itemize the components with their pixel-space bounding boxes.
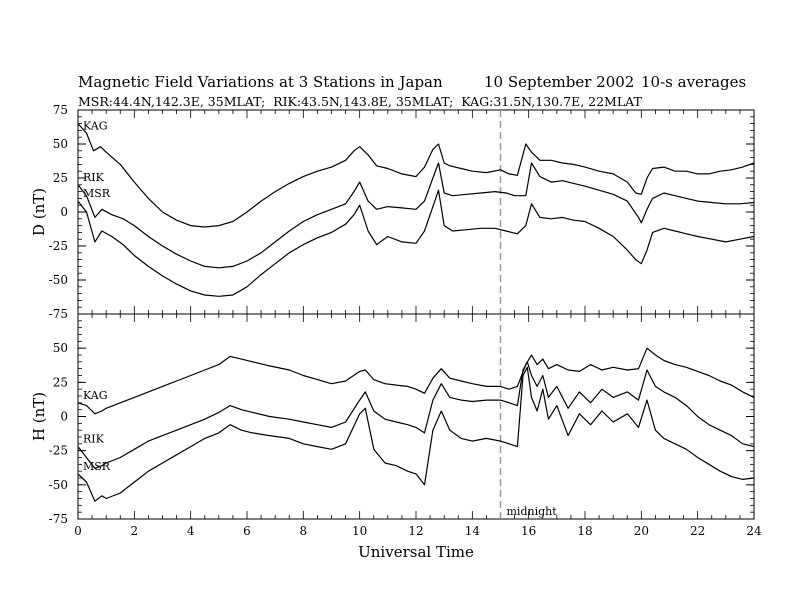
xlabel: Universal Time bbox=[358, 543, 474, 561]
h-label-msr: MSR bbox=[83, 460, 111, 473]
h-label-rik: RIK bbox=[83, 433, 105, 446]
d-series-rik bbox=[77, 162, 755, 269]
d-label-msr: MSR bbox=[83, 187, 111, 200]
d-panel-frame bbox=[77, 109, 755, 315]
h-xtick-label: 14 bbox=[465, 524, 481, 538]
d-ytick-label: 25 bbox=[53, 171, 68, 185]
h-xtick-label: 22 bbox=[690, 524, 705, 538]
d-series-msr bbox=[77, 189, 755, 297]
h-xtick-label: 20 bbox=[634, 524, 649, 538]
h-xtick-label: 24 bbox=[746, 524, 762, 538]
chart-title: Magnetic Field Variations at 3 Stations … bbox=[78, 73, 443, 91]
h-xtick-label: 16 bbox=[521, 524, 536, 538]
h-xtick-label: 8 bbox=[300, 524, 308, 538]
h-xtick-label: 18 bbox=[577, 524, 592, 538]
chart-date: 10 September 2002 bbox=[484, 73, 635, 91]
h-xtick-label: 6 bbox=[243, 524, 251, 538]
h-ytick-label: -25 bbox=[49, 444, 68, 458]
d-ytick-label: -75 bbox=[49, 307, 68, 321]
h-xtick-label: 0 bbox=[74, 524, 82, 538]
h-series-rik bbox=[77, 361, 755, 469]
d-ytick-label: -50 bbox=[49, 273, 68, 287]
h-ytick-label: 25 bbox=[53, 375, 68, 389]
d-series-kag bbox=[77, 123, 755, 228]
h-panel-frame bbox=[77, 313, 755, 520]
d-ytick-label: -25 bbox=[49, 239, 68, 253]
station-coordinates-line: MSR:44.4N,142.3E, 35MLAT; RIK:43.5N,143.… bbox=[78, 94, 642, 109]
h-xtick-label: 4 bbox=[187, 524, 195, 538]
h-xtick-label: 2 bbox=[131, 524, 139, 538]
h-xtick-label: 10 bbox=[352, 524, 367, 538]
d-ytick-label: 50 bbox=[53, 137, 68, 151]
h-ylabel: H (nT) bbox=[30, 392, 48, 441]
d-ytick-label: 75 bbox=[53, 103, 68, 117]
h-series-msr bbox=[77, 366, 755, 502]
d-label-kag: KAG bbox=[83, 120, 108, 133]
d-component-panel: 75 50 25 0 -25 -50 -75 D (nT) KAG RIK MSR bbox=[30, 103, 755, 321]
h-ytick-label: -50 bbox=[49, 478, 68, 492]
d-ylabel: D (nT) bbox=[30, 188, 48, 236]
d-ytick-label: 0 bbox=[60, 205, 68, 219]
chart-averaging-note: 10-s averages bbox=[641, 73, 747, 91]
h-ytick-label: 50 bbox=[53, 341, 68, 355]
h-series-kag bbox=[77, 347, 755, 415]
h-xtick-label: 12 bbox=[408, 524, 423, 538]
h-label-kag: KAG bbox=[83, 389, 108, 402]
midnight-label: midnight bbox=[507, 505, 558, 518]
d-label-rik: RIK bbox=[83, 171, 105, 184]
h-ytick-label: 0 bbox=[60, 410, 68, 424]
h-ytick-label: -75 bbox=[49, 512, 68, 526]
